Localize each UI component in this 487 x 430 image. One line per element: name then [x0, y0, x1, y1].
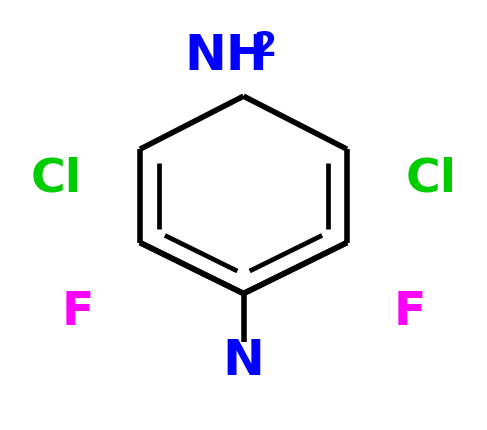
- Text: Cl: Cl: [406, 157, 457, 201]
- Text: F: F: [393, 290, 426, 335]
- Text: N: N: [223, 338, 264, 385]
- Text: F: F: [61, 290, 94, 335]
- Text: NH: NH: [185, 32, 268, 80]
- Text: Cl: Cl: [30, 157, 81, 201]
- Text: 2: 2: [254, 30, 277, 63]
